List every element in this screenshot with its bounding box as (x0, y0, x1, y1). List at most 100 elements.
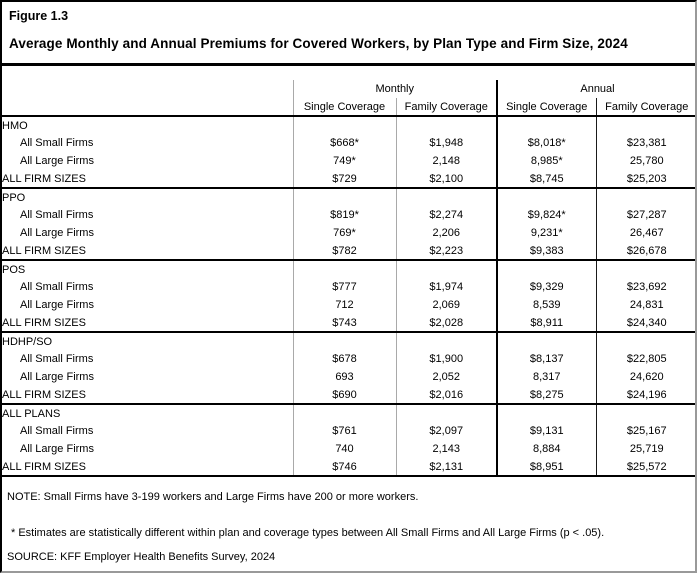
row-label: All Large Firms (20, 227, 94, 239)
firm-totals-row: ALL FIRM SIZES $743 $2,028 $8,911 $24,340 (2, 314, 695, 332)
firm-totals-row: ALL FIRM SIZES $782 $2,223 $9,383 $26,678 (2, 242, 695, 260)
row-label: All Small Firms (20, 209, 94, 221)
premium-value: 749* (292, 152, 396, 170)
empty-cell (595, 259, 695, 278)
premium-value: $25,167 (595, 422, 695, 440)
table-body: HMO All Small Firms $668* $1,948 $8,018* $23,… (2, 115, 695, 476)
premium-value: 25,780 (595, 152, 695, 170)
firm-size-row: All Small Firms $761 $2,097 $9,131 $25,167 (2, 422, 695, 440)
premium-value: $819* (292, 206, 396, 224)
row-label: ALL FIRM SIZES (2, 388, 86, 401)
premium-value: $23,381 (595, 134, 695, 152)
premium-value: 769* (292, 224, 396, 242)
row-label: ALL FIRM SIZES (2, 460, 86, 473)
empty-cell (292, 259, 396, 278)
spacer-cell (2, 66, 695, 80)
empty-cell (595, 331, 695, 350)
premium-value: $782 (292, 242, 396, 260)
premium-value: $22,805 (595, 350, 695, 368)
premium-value: $690 (292, 386, 396, 404)
premium-value: 693 (292, 368, 396, 386)
premium-value: 740 (292, 440, 396, 458)
empty-cell (395, 403, 497, 422)
plan-section-row: ALL PLANS (2, 403, 695, 422)
title-block: Figure 1.3 Average Monthly and Annual Pr… (2, 2, 695, 66)
header-spacer-row (2, 66, 695, 80)
premium-value: 8,317 (496, 368, 596, 386)
premium-value: $746 (292, 458, 396, 476)
premium-value: $24,340 (595, 314, 695, 332)
firm-totals-row: ALL FIRM SIZES $729 $2,100 $8,745 $25,203 (2, 170, 695, 188)
column-header-monthly-single: Single Coverage (292, 98, 396, 116)
row-label: All Large Firms (20, 299, 94, 311)
subheader-row: Single Coverage Family Coverage Single C… (2, 98, 695, 116)
premium-value: 25,719 (595, 440, 695, 458)
plan-section-row: PPO (2, 187, 695, 206)
firm-size-row: All Small Firms $678 $1,900 $8,137 $22,805 (2, 350, 695, 368)
column-header-monthly-family: Family Coverage (395, 98, 497, 116)
premium-value: 2,143 (395, 440, 497, 458)
plan-section-row: HDHP/SO (2, 331, 695, 350)
empty-cell (292, 187, 396, 206)
premium-value: 712 (292, 296, 396, 314)
empty-cell (395, 259, 497, 278)
premium-value: $743 (292, 314, 396, 332)
row-label: ALL FIRM SIZES (2, 244, 86, 257)
premium-value: $2,016 (395, 386, 497, 404)
premium-value: $761 (292, 422, 396, 440)
plan-name: HMO (2, 115, 293, 134)
empty-cell (595, 187, 695, 206)
empty-cell (395, 115, 497, 134)
empty-cell (496, 403, 596, 422)
premium-value: $1,900 (395, 350, 497, 368)
premium-value: $24,196 (595, 386, 695, 404)
premium-value: $9,824* (496, 206, 596, 224)
premium-value: 2,052 (395, 368, 497, 386)
empty-corner-cell (2, 80, 293, 98)
firm-size-row: All Large Firms 712 2,069 8,539 24,831 (2, 296, 695, 314)
premium-value: $8,951 (496, 458, 596, 476)
firm-totals-row: ALL FIRM SIZES $690 $2,016 $8,275 $24,196 (2, 386, 695, 404)
empty-corner-cell (2, 98, 293, 116)
premium-value: $25,572 (595, 458, 695, 476)
empty-cell (496, 187, 596, 206)
firm-size-row: All Large Firms 693 2,052 8,317 24,620 (2, 368, 695, 386)
note-text: NOTE: Small Firms have 3-199 workers and… (7, 491, 419, 503)
notes-block: NOTE: Small Firms have 3-199 workers and… (2, 477, 695, 563)
plan-section-row: POS (2, 259, 695, 278)
firm-totals-row: ALL FIRM SIZES $746 $2,131 $8,951 $25,572 (2, 458, 695, 476)
premium-value: $2,097 (395, 422, 497, 440)
firm-size-row: All Small Firms $668* $1,948 $8,018* $23,381 (2, 134, 695, 152)
plan-name: POS (2, 259, 293, 278)
figure-label: Figure 1.3 (9, 9, 69, 23)
premium-value: 8,884 (496, 440, 596, 458)
premiums-table: Monthly Annual Single Coverage Family Co… (2, 66, 695, 477)
premium-value: $25,203 (595, 170, 695, 188)
premium-value: 2,069 (395, 296, 497, 314)
plan-name: HDHP/SO (2, 331, 293, 350)
premium-value: $678 (292, 350, 396, 368)
plan-name: ALL PLANS (2, 403, 293, 422)
premium-value: 8,539 (496, 296, 596, 314)
premium-value: 2,206 (395, 224, 497, 242)
premium-value: $26,678 (595, 242, 695, 260)
premium-value: $27,287 (595, 206, 695, 224)
premium-value: $8,275 (496, 386, 596, 404)
premium-value: $2,223 (395, 242, 497, 260)
premium-value: $9,329 (496, 278, 596, 296)
row-label: All Large Firms (20, 443, 94, 455)
column-group-monthly: Monthly (292, 80, 497, 98)
empty-cell (395, 331, 497, 350)
firm-size-row: All Large Firms 740 2,143 8,884 25,719 (2, 440, 695, 458)
column-header-annual-family: Family Coverage (595, 98, 695, 116)
empty-cell (292, 403, 396, 422)
premium-value: 9,231* (496, 224, 596, 242)
firm-size-row: All Small Firms $777 $1,974 $9,329 $23,692 (2, 278, 695, 296)
empty-cell (292, 331, 396, 350)
premium-value: $777 (292, 278, 396, 296)
premium-value: $23,692 (595, 278, 695, 296)
premium-value: $668* (292, 134, 396, 152)
premium-value: $8,911 (496, 314, 596, 332)
row-label: All Small Firms (20, 137, 94, 149)
